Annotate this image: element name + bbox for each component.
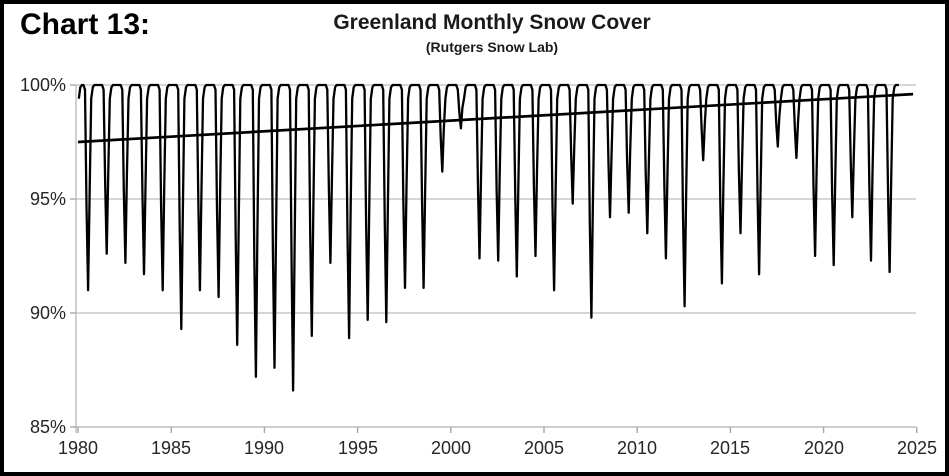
x-tick-label-1995: 1995 bbox=[337, 438, 379, 458]
x-tick-label-2020: 2020 bbox=[803, 438, 845, 458]
x-tick-label-2025: 2025 bbox=[896, 438, 938, 458]
chart-subtitle: (Rutgers Snow Lab) bbox=[425, 39, 559, 55]
x-tick-label-1985: 1985 bbox=[150, 438, 192, 458]
y-tick-label-85: 85% bbox=[29, 417, 66, 437]
chart-number-label: Chart 13: bbox=[20, 8, 151, 41]
snow-cover-line bbox=[77, 83, 899, 392]
chart-title: Greenland Monthly Snow Cover bbox=[333, 11, 651, 34]
x-tick-label-1990: 1990 bbox=[243, 438, 285, 458]
y-tick-label-100: 100% bbox=[19, 75, 66, 95]
x-tick-label-2010: 2010 bbox=[616, 438, 658, 458]
y-tick-label-95: 95% bbox=[29, 189, 66, 209]
x-tick-label-2015: 2015 bbox=[709, 438, 751, 458]
y-tick-label-90: 90% bbox=[29, 303, 66, 323]
x-tick-label-2005: 2005 bbox=[523, 438, 565, 458]
x-tick-label-2000: 2000 bbox=[430, 438, 472, 458]
x-tick-label-1980: 1980 bbox=[57, 438, 99, 458]
